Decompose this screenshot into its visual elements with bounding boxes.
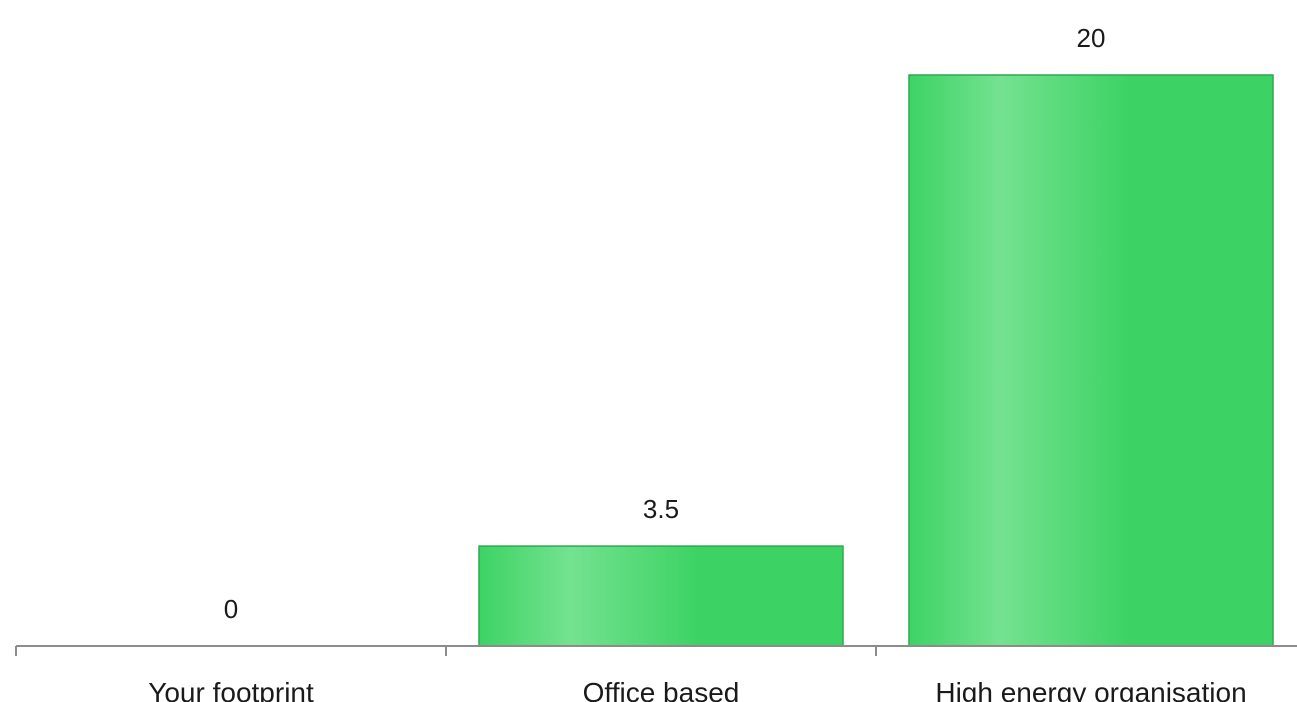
- data-label-high-energy-organisation: 20: [1077, 23, 1106, 53]
- x-axis: [16, 646, 1297, 656]
- bar-high-energy-organisation: [909, 75, 1273, 646]
- bars-group: [479, 75, 1273, 646]
- bar-office-based: [479, 546, 843, 646]
- tick-label-office-based: Office based: [583, 677, 740, 702]
- x-tick-labels-group: Your footprint Office based High energy or…: [148, 677, 1246, 702]
- data-label-your-footprint: 0: [224, 594, 238, 624]
- tick-label-your-footprint: Your footprint: [148, 677, 314, 702]
- tick-label-high-energy-organisation: High energy organisation: [935, 677, 1246, 702]
- data-label-office-based: 3.5: [643, 494, 679, 524]
